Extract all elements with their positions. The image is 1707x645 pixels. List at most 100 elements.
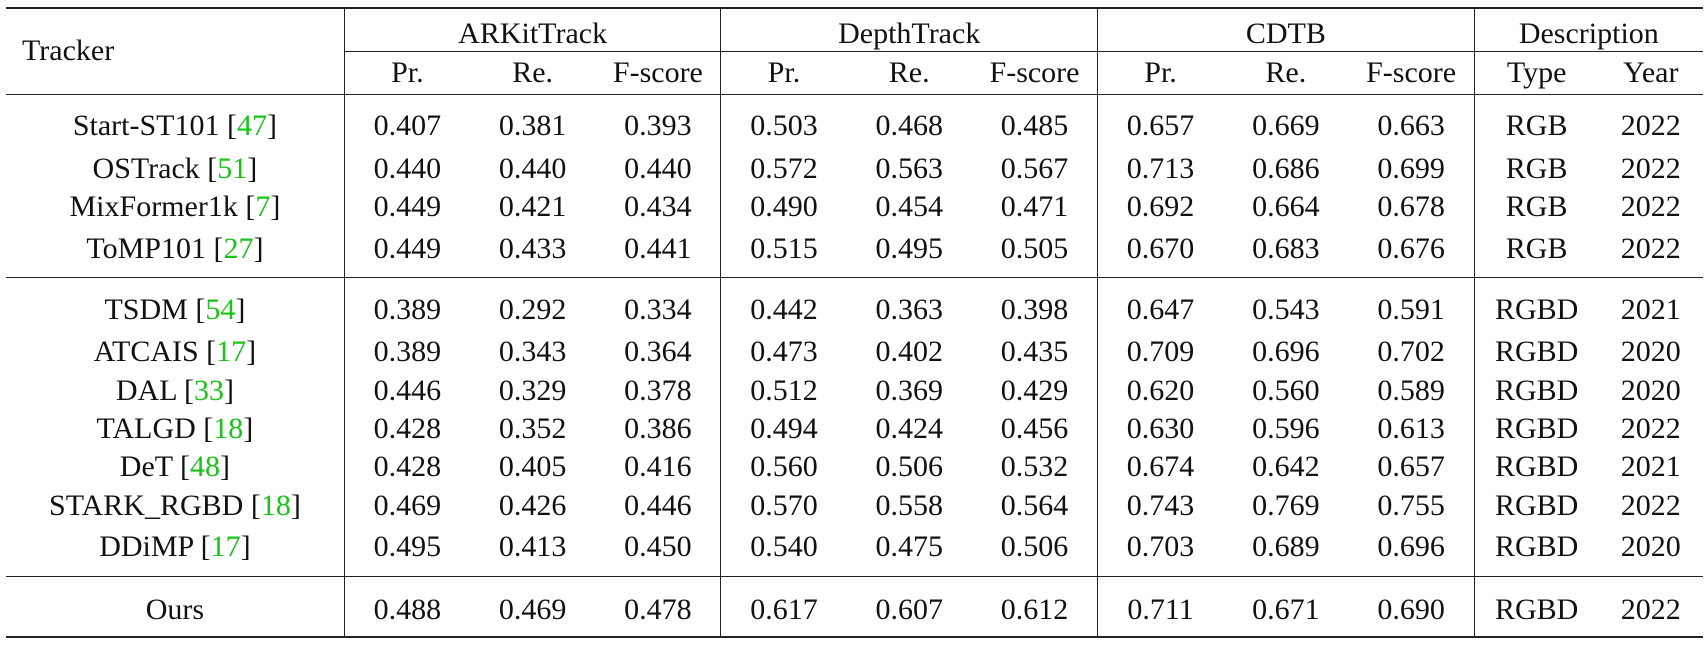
metric-value-cell: 0.442 bbox=[720, 277, 847, 334]
metric-value-cell: 0.702 bbox=[1377, 335, 1445, 369]
metric-value-cell: 0.543 bbox=[1223, 277, 1349, 334]
citation-link[interactable]: 47 bbox=[237, 109, 267, 143]
metric-value-cell: 0.495 bbox=[875, 231, 943, 265]
metric-value-cell: 0.512 bbox=[720, 371, 847, 410]
table-row: Start-ST101 [47] 0.407 0.381 0.393 0.503 0.46… bbox=[6, 93, 1703, 150]
metric-value-cell: 0.389 bbox=[343, 333, 470, 372]
metric-value-cell: 0.426 bbox=[498, 488, 567, 522]
metric-header-fscore: F-score bbox=[1366, 56, 1457, 89]
metric-value-cell: 0.428 bbox=[343, 409, 470, 449]
type-cell: RGBD bbox=[1473, 371, 1599, 410]
metric-value-cell: 0.413 bbox=[498, 530, 567, 564]
metric-value-cell: 0.440 bbox=[343, 149, 470, 189]
metric-value-cell: 0.343 bbox=[498, 335, 567, 369]
metric-header-recall: Re. bbox=[1265, 56, 1307, 89]
metric-value-cell: 0.674 bbox=[1097, 448, 1224, 487]
metric-value-cell: 0.678 bbox=[1377, 190, 1445, 224]
metric-value-cell: 0.617 bbox=[720, 575, 847, 638]
table-row: STARK_RGBD [18] 0.469 0.426 0.446 0.570 0.558… bbox=[6, 486, 1703, 525]
metric-header-fscore: F-score bbox=[989, 56, 1080, 89]
metric-value-cell: 0.393 bbox=[595, 93, 721, 150]
metric-value-cell: 0.709 bbox=[1097, 333, 1224, 372]
metric-value-cell: 0.475 bbox=[875, 530, 943, 564]
metric-value-cell: 0.446 bbox=[624, 488, 692, 522]
citation-link[interactable]: 17 bbox=[210, 530, 241, 564]
metric-value-cell: 0.596 bbox=[1252, 412, 1320, 446]
citation-link[interactable]: 27 bbox=[223, 231, 254, 265]
metric-value-cell: 0.352 bbox=[498, 412, 567, 446]
table-row: Ours 0.488 0.469 0.478 0.617 0.607 0.612 0.711 0… bbox=[6, 575, 1703, 638]
type-cell: RGB bbox=[1473, 188, 1599, 227]
table-row: TALGD [18] 0.428 0.352 0.386 0.494 0.424 0.456… bbox=[6, 409, 1703, 449]
year-cell: 2020 bbox=[1620, 335, 1681, 369]
metric-value-cell: 0.441 bbox=[624, 231, 692, 265]
metric-value-cell: 0.473 bbox=[720, 333, 847, 372]
tracker-name-cell: Start-ST101 [47] bbox=[6, 93, 345, 150]
year-cell: 2020 bbox=[1620, 530, 1681, 564]
tracker-name: ToMP101 bbox=[86, 231, 206, 265]
metric-value-cell: 0.570 bbox=[720, 486, 847, 525]
metric-value-cell: 0.468 bbox=[846, 93, 972, 150]
metric-value-cell: 0.485 bbox=[971, 93, 1098, 150]
table-row: DAL [33] 0.446 0.329 0.378 0.512 0.369 0.429 0.… bbox=[6, 371, 1703, 410]
metric-header-precision: Pr. bbox=[1097, 51, 1224, 95]
metric-header-recall: Re. bbox=[512, 56, 554, 89]
metric-value-cell: 0.607 bbox=[846, 575, 972, 638]
citation-link[interactable]: 54 bbox=[205, 292, 236, 326]
year-cell: 2022 bbox=[1620, 152, 1681, 186]
tracker-name: TALGD bbox=[96, 412, 196, 446]
tracker-column-header: Tracker bbox=[6, 7, 345, 95]
metric-value-cell: 0.690 bbox=[1348, 575, 1475, 638]
tracker-name-cell: TALGD [18] bbox=[96, 412, 254, 446]
group-header-arkittrack: ARKitTrack bbox=[343, 7, 721, 52]
metric-value-cell: 0.449 bbox=[343, 188, 470, 227]
type-column-header: Type bbox=[1473, 51, 1599, 95]
metric-value-cell: 0.515 bbox=[720, 226, 847, 278]
metric-value-cell: 0.428 bbox=[343, 448, 470, 487]
metric-value-cell: 0.456 bbox=[1000, 412, 1069, 446]
metric-value-cell: 0.686 bbox=[1252, 152, 1320, 186]
year-cell: 2021 bbox=[1598, 277, 1703, 334]
metric-value-cell: 0.292 bbox=[469, 277, 596, 334]
metric-value-cell: 0.416 bbox=[624, 450, 692, 484]
metric-value-cell: 0.506 bbox=[1000, 530, 1069, 564]
metric-value-cell: 0.488 bbox=[343, 575, 470, 638]
type-cell: RGBD bbox=[1473, 409, 1599, 449]
tracker-name-cell: STARK_RGBD [18] bbox=[49, 488, 301, 522]
metric-value-cell: 0.657 bbox=[1377, 450, 1445, 484]
tracker-name: OSTrack bbox=[92, 152, 200, 186]
citation-link[interactable]: 48 bbox=[190, 450, 221, 484]
metric-value-cell: 0.572 bbox=[720, 149, 847, 189]
metric-value-cell: 0.503 bbox=[720, 93, 847, 150]
metric-value-cell: 0.402 bbox=[875, 335, 943, 369]
metric-value-cell: 0.364 bbox=[624, 335, 692, 369]
metric-value-cell: 0.657 bbox=[1097, 93, 1224, 150]
metric-value-cell: 0.505 bbox=[1000, 231, 1069, 265]
metric-value-cell: 0.434 bbox=[624, 190, 692, 224]
tracker-name: DAL bbox=[115, 373, 177, 407]
tracker-name-cell: OSTrack [51] bbox=[92, 152, 258, 186]
metric-value-cell: 0.699 bbox=[1377, 152, 1445, 186]
citation-link[interactable]: 17 bbox=[216, 335, 247, 369]
year-cell: 2022 bbox=[1620, 412, 1681, 446]
metric-value-cell: 0.563 bbox=[875, 152, 943, 186]
metric-value-cell: 0.676 bbox=[1377, 231, 1445, 265]
metric-value-cell: 0.683 bbox=[1252, 231, 1320, 265]
metric-value-cell: 0.630 bbox=[1097, 409, 1224, 449]
type-cell: RGBD bbox=[1473, 524, 1599, 577]
citation-link[interactable]: 18 bbox=[213, 412, 244, 446]
year-cell: 2021 bbox=[1620, 450, 1681, 484]
citation-link[interactable]: 33 bbox=[193, 373, 224, 407]
type-cell: RGB bbox=[1473, 149, 1599, 189]
type-cell: RGB bbox=[1473, 93, 1599, 150]
metric-value-cell: 0.490 bbox=[720, 188, 847, 227]
tracker-name-cell: TSDM [54] bbox=[6, 277, 345, 334]
metric-value-cell: 0.386 bbox=[624, 412, 692, 446]
citation-link[interactable]: 18 bbox=[260, 488, 291, 522]
metric-value-cell: 0.334 bbox=[595, 277, 721, 334]
metric-value-cell: 0.769 bbox=[1252, 488, 1320, 522]
citation-link[interactable]: 7 bbox=[255, 190, 271, 224]
metric-value-cell: 0.433 bbox=[498, 231, 567, 265]
metric-value-cell: 0.558 bbox=[875, 488, 943, 522]
citation-link[interactable]: 51 bbox=[217, 152, 248, 186]
